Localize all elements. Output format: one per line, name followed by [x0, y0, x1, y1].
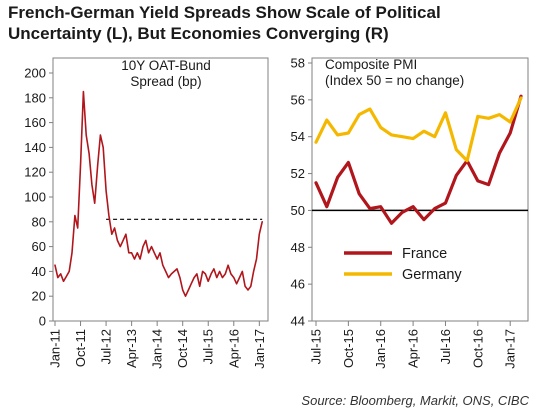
right-y-tick-label: 54 — [291, 129, 305, 144]
right-annotation-line-2: (Index 50 = no change) — [325, 73, 464, 88]
left-x-tick-label: Jan-14 — [150, 329, 165, 369]
left-panel-frame — [52, 57, 269, 322]
legend: France Germany — [344, 246, 462, 283]
left-plot-area — [54, 90, 264, 298]
right-x-tick-label: Apr-16 — [406, 329, 421, 368]
right-panel-frame — [311, 57, 529, 322]
left-x-tick-label: Jul-15 — [201, 329, 216, 364]
left-y-tick-label: 40 — [32, 264, 46, 279]
right-x-axis: Jul-15 Oct-15 Jan-16 Apr-16 Jul-16 Oct-16 Jan-… — [309, 321, 518, 369]
left-y-tick-label: 80 — [32, 214, 46, 229]
source-note: Source: Bloomberg, Markit, ONS, CIBC — [301, 393, 529, 408]
chart-title: French-German Yield Spreads Show Scale o… — [8, 3, 441, 43]
left-x-tick-label: Apr-13 — [124, 329, 139, 368]
left-series-line-0 — [54, 90, 264, 298]
right-y-tick-label: 48 — [291, 240, 305, 255]
right-x-tick-label: Jan-17 — [503, 329, 518, 369]
right-y-tick-label: 52 — [291, 166, 305, 181]
left-y-tick-label: 140 — [24, 140, 46, 155]
left-y-tick-label: 180 — [24, 90, 46, 105]
left-y-tick-label: 160 — [24, 115, 46, 130]
left-x-tick-label: Oct-11 — [73, 329, 88, 367]
left-annotation-line-1: 10Y OAT-Bund — [121, 58, 211, 73]
left-y-tick-label: 20 — [32, 289, 46, 304]
right-y-tick-label: 56 — [291, 92, 305, 107]
left-x-tick-label: Jan-17 — [252, 329, 267, 369]
left-y-tick-label: 0 — [39, 314, 46, 329]
right-y-tick-label: 46 — [291, 277, 305, 292]
legend-label-france: France — [402, 246, 447, 262]
left-x-tick-label: Jul-12 — [99, 329, 114, 364]
right-y-axis: 44 46 48 50 52 54 56 58 — [291, 56, 312, 329]
right-plot-area — [312, 94, 528, 225]
right-y-tick-label: 50 — [291, 203, 305, 218]
right-series-france — [314, 94, 523, 225]
right-y-tick-label: 44 — [291, 314, 305, 329]
left-x-tick-label: Jan-11 — [48, 329, 63, 368]
left-x-tick-label: Apr-16 — [226, 329, 241, 368]
right-x-tick-label: Jul-16 — [438, 329, 453, 364]
right-series-germany — [314, 96, 523, 163]
legend-label-germany: Germany — [402, 267, 462, 283]
right-x-tick-label: Jul-15 — [309, 329, 324, 364]
left-y-axis: 0 20 40 60 80 100 120 140 160 180 200 — [24, 66, 53, 329]
right-x-tick-label: Oct-16 — [470, 329, 485, 368]
left-y-tick-label: 60 — [32, 239, 46, 254]
left-x-axis: Jan-11 Oct-11 Jul-12 Apr-13 Jan-14 Oct-14 Jul-… — [48, 321, 267, 369]
left-x-tick-label: Oct-14 — [175, 329, 190, 368]
right-x-tick-label: Oct-15 — [341, 329, 356, 368]
right-y-tick-label: 58 — [291, 56, 305, 71]
left-y-tick-label: 100 — [24, 190, 46, 205]
right-annotation-line-1: Composite PMI — [325, 57, 417, 72]
left-y-tick-label: 200 — [24, 66, 46, 81]
left-y-tick-label: 120 — [24, 165, 46, 180]
left-annotation-line-2: Spread (bp) — [130, 74, 201, 89]
right-x-tick-label: Jan-16 — [373, 329, 388, 369]
